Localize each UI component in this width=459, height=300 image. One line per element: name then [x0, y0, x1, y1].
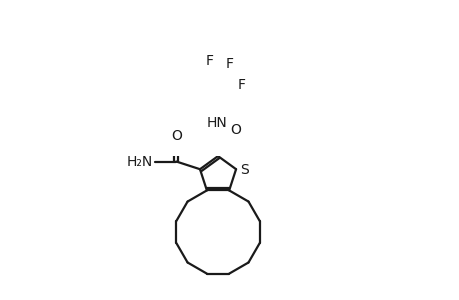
- Text: HN: HN: [206, 116, 227, 130]
- Text: F: F: [205, 54, 213, 68]
- Text: F: F: [237, 78, 245, 92]
- Text: F: F: [225, 57, 233, 71]
- Text: O: O: [230, 123, 241, 137]
- Text: O: O: [170, 129, 181, 143]
- Text: H₂N: H₂N: [126, 154, 152, 169]
- Text: S: S: [240, 163, 248, 177]
